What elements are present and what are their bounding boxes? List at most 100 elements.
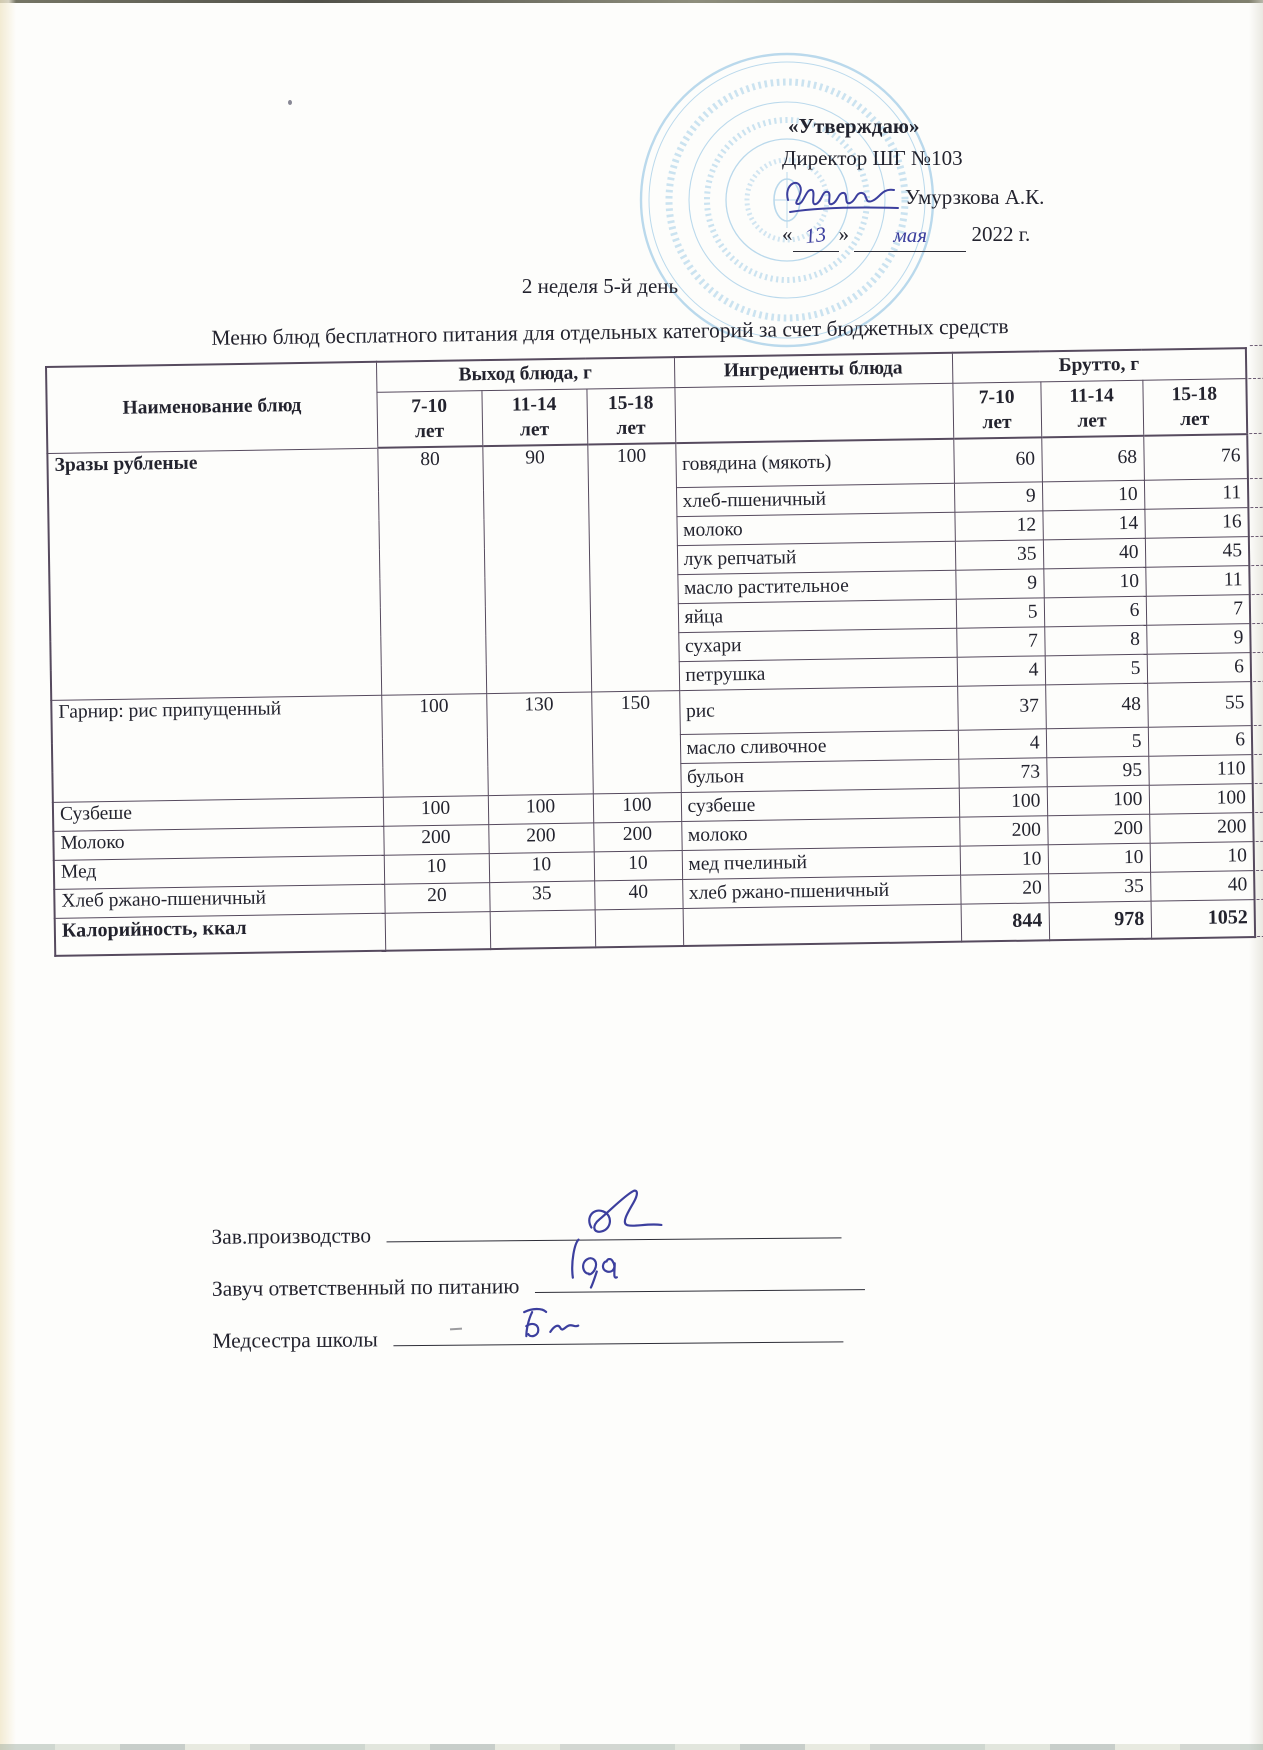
header-age-output-2: 15-18 лет	[586, 387, 676, 445]
output-value-cell: 10	[383, 853, 490, 884]
brutto-value-cell: 45	[1144, 536, 1250, 567]
header-ingredients: Ингредиенты блюда	[673, 352, 953, 388]
header-brutto: Брутто, г	[951, 348, 1247, 383]
output-value-cell: 100	[487, 793, 594, 825]
brutto-value-cell: 10	[959, 844, 1049, 875]
brutto-value-cell: 6	[1146, 652, 1252, 683]
signature-row-nurse: Медсестра школы	[212, 1307, 865, 1354]
week-day-title: 2 неделя 5-й день	[521, 274, 679, 298]
menu-table-body: Зразы рубленые 80 90 100 говядина (мякоть) 60…	[47, 434, 1256, 956]
brutto-value-cell: 12	[954, 510, 1043, 541]
header-age-output-0: 7-10 лет	[376, 390, 483, 448]
header-dish: Наименование блюд	[46, 361, 378, 453]
output-value-cell: 200	[383, 824, 489, 855]
header-age-brutto-0: 7-10 лет	[952, 381, 1042, 439]
signature-label: Зав.производство	[211, 1223, 372, 1249]
brutto-value-cell: 76	[1143, 434, 1248, 480]
brutto-value-cell: 68	[1041, 435, 1144, 482]
totals-value-cell: 978	[1048, 900, 1152, 941]
brutto-value-cell: 200	[1047, 813, 1150, 845]
ingredient-name-cell: масло растительное	[677, 569, 956, 604]
ingredient-name-cell: говядина (мякоть)	[675, 438, 954, 488]
brutto-value-cell: 200	[1149, 812, 1254, 843]
ingredient-name-cell: хлеб-пшеничный	[675, 482, 955, 517]
output-value-cell: 10	[488, 851, 595, 883]
production-manager-signature-icon	[588, 1189, 663, 1233]
brutto-value-cell: 9	[953, 481, 1043, 512]
signatures-block: Зав.производство Завуч ответственный по …	[211, 1189, 865, 1377]
header-age-brutto-2: 15-18 лет	[1142, 378, 1248, 436]
brutto-value-cell: 37	[957, 684, 1046, 730]
scan-left-edge	[0, 0, 16, 1750]
signer-name: Умурзкова А.К.	[905, 185, 1045, 209]
brutto-value-cell: 16	[1144, 507, 1249, 538]
output-value-cell: 90	[482, 444, 592, 694]
brutto-value-cell: 110	[1148, 754, 1253, 785]
header-ingredients-empty	[674, 382, 954, 444]
output-value-cell: 200	[488, 822, 594, 854]
deputy-signature-icon	[571, 1238, 618, 1289]
output-value-cell: 40	[594, 879, 683, 910]
ingredient-name-cell: рис	[679, 685, 958, 735]
ingredient-name-cell: яйца	[677, 598, 957, 633]
totals-value-cell: 844	[960, 902, 1050, 942]
brutto-value-cell: 9	[955, 568, 1044, 599]
brutto-value-cell: 6	[1147, 725, 1253, 756]
ingredient-name-cell: хлеб ржано-пшеничный	[682, 874, 961, 909]
scan-dash	[1249, 344, 1263, 347]
brutto-value-cell: 5	[1045, 726, 1149, 758]
output-value-cell: 10	[593, 850, 683, 881]
output-value-cell: 35	[489, 880, 595, 912]
output-value-cell: 130	[486, 691, 593, 796]
output-value-cell: 100	[381, 693, 488, 797]
signature-row-production: Зав.производство	[211, 1189, 864, 1250]
ingredient-name-cell: мед пчелиный	[681, 845, 961, 880]
date-year: 2022 г.	[971, 222, 1031, 246]
ingredient-name-cell: лук репчатый	[676, 540, 956, 575]
signature-blank-line	[392, 1307, 844, 1347]
scan-bottom-edge	[0, 1744, 1263, 1750]
output-value-cell: 150	[591, 690, 681, 794]
output-value-cell: 80	[377, 446, 487, 695]
brutto-value-cell: 9	[1146, 623, 1251, 654]
scan-top-edge	[0, 0, 1263, 3]
director-line: Директор ШГ №103	[782, 146, 963, 170]
totals-empty-output-cell	[384, 911, 491, 951]
output-value-cell: 100	[587, 443, 680, 692]
header-age-output-1: 11-14 лет	[481, 388, 588, 447]
signature-blank-line	[386, 1189, 842, 1243]
brutto-value-cell: 14	[1042, 508, 1145, 540]
brutto-value-cell: 7	[1145, 594, 1251, 625]
output-value-cell: 100	[592, 792, 682, 823]
date-line: «13» мая 2022 г.	[782, 218, 1044, 252]
brutto-value-cell: 100	[1046, 784, 1150, 816]
totals-empty-output-cell	[489, 909, 596, 950]
brutto-value-cell: 35	[1048, 871, 1151, 903]
signature-row-deputy: Завуч ответственный по питанию	[212, 1238, 865, 1302]
menu-table-zone: Наименование блюд Выход блюда, г Ингреди…	[45, 344, 1263, 957]
brutto-value-cell: 10	[1047, 842, 1151, 874]
totals-label-cell: Калорийность, ккал	[54, 912, 386, 956]
brutto-value-cell: 100	[1148, 783, 1254, 814]
brutto-value-cell: 11	[1143, 478, 1249, 509]
brutto-value-cell: 10	[1149, 841, 1255, 872]
brutto-value-cell: 11	[1145, 565, 1250, 596]
brutto-value-cell: 4	[957, 728, 1047, 759]
nurse-signature-icon	[522, 1307, 580, 1338]
scan-right-edge	[1249, 0, 1263, 1750]
handwritten-day: 13	[803, 221, 828, 249]
ingredient-name-cell: сузбеше	[680, 787, 960, 822]
brutto-value-cell: 5	[1044, 653, 1148, 685]
brutto-value-cell: 10	[1041, 479, 1145, 511]
signature-blank-line	[534, 1238, 865, 1294]
totals-value-cell: 1052	[1150, 899, 1256, 939]
totals-empty-ingredient-cell	[682, 903, 962, 947]
brutto-value-cell: 5	[955, 597, 1045, 628]
ingredient-name-cell: сухари	[678, 627, 957, 662]
header-output: Выход блюда, г	[375, 357, 675, 392]
handwritten-month: мая	[893, 223, 928, 247]
ingredient-name-cell: масло сливочное	[679, 729, 959, 764]
brutto-value-cell: 95	[1046, 755, 1149, 787]
approval-block: «Утверждаю» Директор ШГ №103 Умурзкова А…	[782, 110, 1045, 252]
